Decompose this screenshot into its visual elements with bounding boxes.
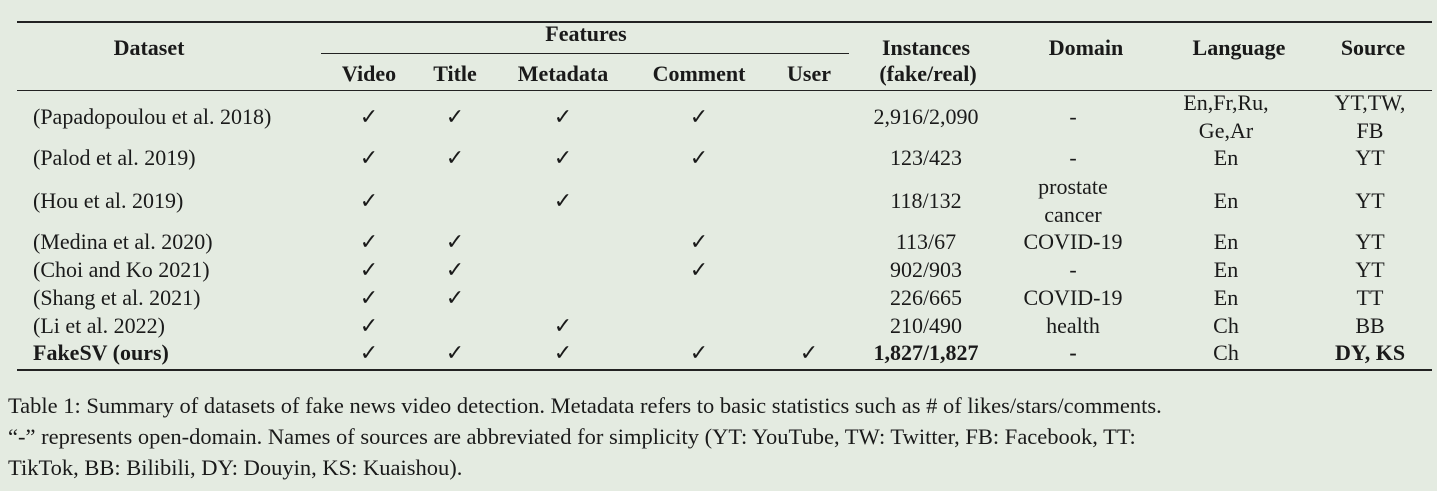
check-icon: ✓ <box>553 313 573 338</box>
check-icon: ✓ <box>445 285 465 310</box>
row-instances: 226/665 <box>889 285 963 310</box>
caption-line-1: Table 1: Summary of datasets of fake new… <box>8 393 1162 418</box>
row-language: En <box>1213 285 1239 310</box>
row-instances: 113/67 <box>895 229 957 254</box>
check-icon: ✓ <box>359 188 379 213</box>
check-icon: ✓ <box>553 340 573 365</box>
check-icon: ✓ <box>445 229 465 254</box>
check-icon: ✓ <box>689 104 709 129</box>
check-icon: ✓ <box>689 257 709 282</box>
header-language: Language <box>1192 35 1286 60</box>
row-instances: 118/132 <box>890 188 962 213</box>
row-source: YT,TW, FB <box>1334 90 1406 143</box>
row-instances: 2,916/2,090 <box>873 104 979 129</box>
row-domain: - <box>1069 104 1077 129</box>
header-user: User <box>787 61 831 86</box>
row-domain: - <box>1069 257 1077 282</box>
row-language: Ch <box>1213 340 1239 365</box>
row-domain: - <box>1069 340 1077 365</box>
check-icon: ✓ <box>359 340 379 365</box>
header-rule <box>17 90 1432 92</box>
row-language: Ch <box>1213 313 1239 338</box>
row-source: TT <box>1356 285 1384 310</box>
header-comment: Comment <box>652 61 746 86</box>
check-icon: ✓ <box>689 145 709 170</box>
check-icon: ✓ <box>359 145 379 170</box>
row-domain: COVID-19 <box>1023 285 1123 310</box>
row-language: En <box>1213 145 1239 170</box>
header-instances-sub: (fake/real) <box>879 61 977 86</box>
row-domain: prostate cancer <box>1038 174 1108 227</box>
header-video: Video <box>341 61 397 86</box>
check-icon: ✓ <box>553 145 573 170</box>
row-domain: health <box>1046 313 1100 338</box>
row-instances: 210/490 <box>889 313 963 338</box>
row-language: En <box>1213 257 1239 282</box>
row-source: BB <box>1355 313 1385 338</box>
row-source: YT <box>1355 188 1385 213</box>
header-title: Title <box>433 61 477 86</box>
row-source: YT <box>1355 257 1385 282</box>
caption-line-3: TikTok, BB: Bilibili, DY: Douyin, KS: Ku… <box>8 455 463 480</box>
row-source: YT <box>1355 229 1385 254</box>
check-icon: ✓ <box>359 229 379 254</box>
check-icon: ✓ <box>359 104 379 129</box>
row-source: YT <box>1355 145 1385 170</box>
header-domain: Domain <box>1048 35 1124 60</box>
header-source: Source <box>1340 35 1406 60</box>
header-dataset: Dataset <box>113 35 185 60</box>
table-caption: Table 1: Summary of datasets of fake new… <box>8 390 1433 483</box>
check-icon: ✓ <box>359 285 379 310</box>
row-dataset: (Shang et al. 2021) <box>33 285 201 310</box>
row-language: En,Fr,Ru, Ge,Ar <box>1183 90 1269 143</box>
row-instances: 1,827/1,827 <box>873 340 979 365</box>
check-icon: ✓ <box>689 229 709 254</box>
check-icon: ✓ <box>799 340 819 365</box>
header-instances: Instances <box>881 35 971 60</box>
check-icon: ✓ <box>445 145 465 170</box>
row-instances: 902/903 <box>889 257 963 282</box>
check-icon: ✓ <box>359 313 379 338</box>
features-underline <box>321 53 849 55</box>
row-domain: COVID-19 <box>1023 229 1123 254</box>
check-icon: ✓ <box>445 104 465 129</box>
bottom-rule <box>17 369 1432 371</box>
header-features: Features <box>545 21 627 46</box>
check-icon: ✓ <box>553 104 573 129</box>
row-language: En <box>1213 229 1239 254</box>
check-icon: ✓ <box>553 188 573 213</box>
row-dataset: (Li et al. 2022) <box>33 313 165 338</box>
row-dataset: FakeSV (ours) <box>33 340 169 365</box>
row-source: DY, KS <box>1334 340 1406 365</box>
top-rule <box>17 21 1432 23</box>
check-icon: ✓ <box>445 340 465 365</box>
row-dataset: (Hou et al. 2019) <box>33 188 184 213</box>
check-icon: ✓ <box>359 257 379 282</box>
row-language: En <box>1213 188 1239 213</box>
row-instances: 123/423 <box>889 145 963 170</box>
check-icon: ✓ <box>445 257 465 282</box>
row-domain: - <box>1069 145 1077 170</box>
header-metadata: Metadata <box>517 61 609 86</box>
caption-line-2: “-” represents open-domain. Names of sou… <box>8 424 1136 449</box>
row-dataset: (Medina et al. 2020) <box>33 229 213 254</box>
row-dataset: (Choi and Ko 2021) <box>33 257 210 282</box>
row-dataset: (Papadopoulou et al. 2018) <box>33 104 272 129</box>
check-icon: ✓ <box>689 340 709 365</box>
row-dataset: (Palod et al. 2019) <box>33 145 196 170</box>
